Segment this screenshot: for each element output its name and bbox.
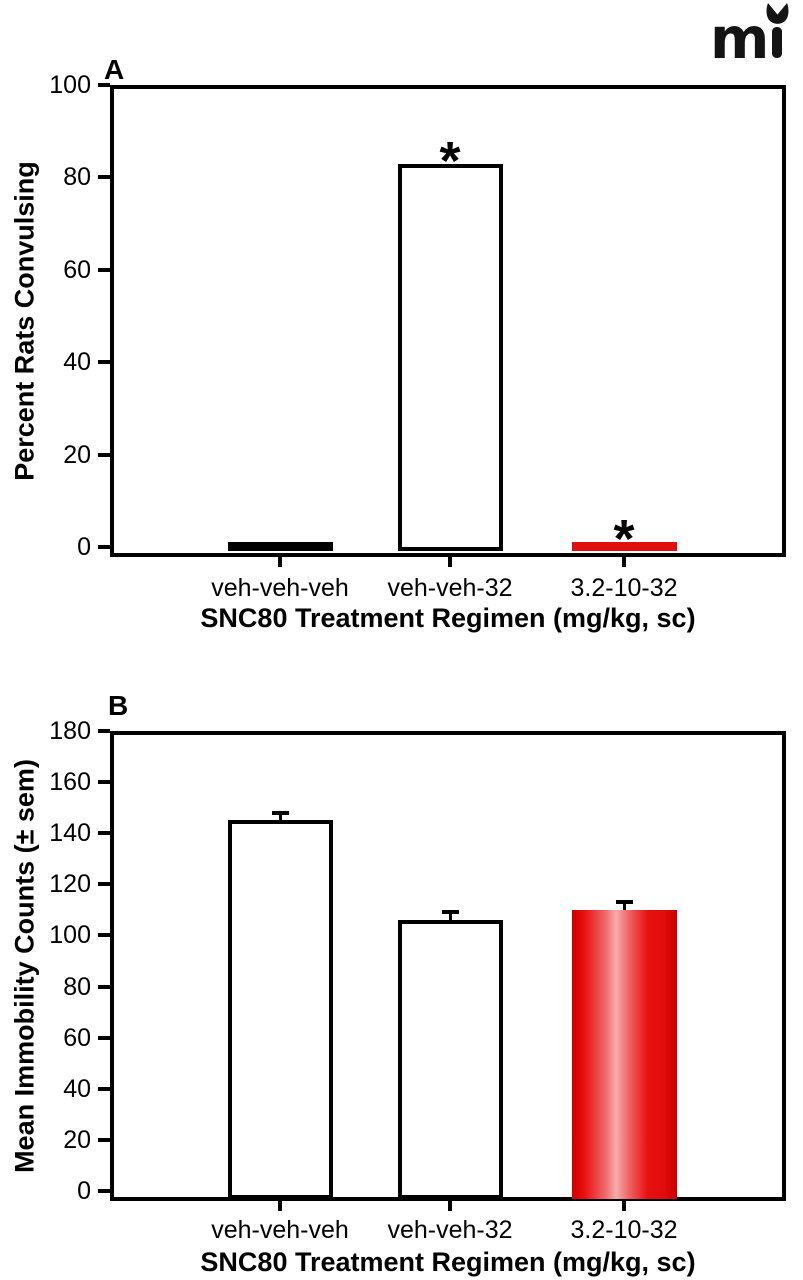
- y-tick-mark: [98, 831, 110, 836]
- y-tick-mark: [98, 545, 110, 549]
- bar-3.2-10-32: [571, 910, 677, 1199]
- y-tick-label: 80: [63, 163, 91, 192]
- x-tick-mark: [278, 1201, 282, 1211]
- y-tick-label: 120: [49, 870, 91, 899]
- x-tick-mark: [278, 557, 282, 567]
- y-tick-label: 40: [63, 1074, 91, 1103]
- x-tick-mark: [622, 557, 627, 567]
- y-tick-label: 40: [63, 348, 91, 377]
- y-tick-mark: [98, 83, 110, 87]
- x-tick-mark: [448, 1201, 453, 1211]
- panel-b-x-axis-title: SNC80 Treatment Regimen (mg/kg, sc): [200, 1247, 696, 1277]
- y-tick-label: 80: [63, 972, 91, 1001]
- bar-veh-veh-32: [397, 164, 503, 551]
- category-label: veh-veh-32: [387, 1216, 513, 1244]
- bar-3.2-10-32: [571, 542, 677, 551]
- category-label: veh-veh-veh: [211, 1216, 349, 1244]
- panel-b-label: B: [108, 690, 129, 721]
- y-tick-label: 180: [49, 717, 91, 745]
- journal-logo: m: [708, 2, 803, 72]
- y-tick-label: 100: [49, 71, 91, 99]
- error-bar-stem: [278, 813, 282, 820]
- y-tick-label: 0: [77, 533, 91, 561]
- error-bar-stem: [448, 912, 452, 920]
- panel-a-label: A: [104, 54, 125, 85]
- y-tick-mark: [98, 175, 110, 180]
- crown-icon: [766, 3, 789, 24]
- y-tick-mark: [98, 933, 110, 938]
- bar-veh-veh-veh: [227, 542, 333, 551]
- y-tick-label: 60: [63, 255, 91, 284]
- y-tick-mark: [98, 882, 110, 887]
- panel-b-plot-area: [110, 731, 786, 1201]
- y-tick-mark: [98, 1035, 110, 1040]
- y-tick-label: 0: [77, 1177, 91, 1205]
- bar-veh-veh-32: [397, 920, 503, 1199]
- y-tick-label: 20: [63, 440, 91, 469]
- logo-letter-m: m: [710, 6, 767, 66]
- x-tick-mark: [622, 1201, 627, 1211]
- y-tick-label: 100: [49, 921, 91, 950]
- y-tick-mark: [98, 780, 110, 785]
- y-tick-mark: [98, 360, 110, 365]
- x-tick-mark: [448, 557, 453, 567]
- y-tick-mark: [98, 1137, 110, 1142]
- logo-letter-i-stem: [772, 27, 782, 58]
- panel-a-plot-area: [110, 85, 786, 557]
- category-label: 3.2-10-32: [570, 574, 678, 602]
- category-label: veh-veh-veh: [211, 574, 349, 602]
- y-tick-mark: [98, 1189, 110, 1193]
- significance-asterisk: *: [613, 509, 635, 569]
- error-bar-cap: [615, 900, 633, 904]
- y-tick-mark: [98, 729, 110, 733]
- category-label: 3.2-10-32: [570, 1216, 678, 1244]
- y-tick-label: 160: [49, 768, 91, 797]
- y-tick-mark: [98, 1086, 110, 1091]
- y-tick-mark: [98, 267, 110, 272]
- y-tick-label: 60: [63, 1023, 91, 1052]
- y-tick-mark: [98, 984, 110, 989]
- significance-asterisk: *: [439, 131, 461, 191]
- category-label: veh-veh-32: [387, 574, 513, 602]
- error-bar-cap: [271, 811, 289, 815]
- y-tick-label: 140: [49, 819, 91, 848]
- panel-a-x-axis-title: SNC80 Treatment Regimen (mg/kg, sc): [200, 603, 696, 633]
- bar-veh-veh-veh: [227, 820, 333, 1199]
- error-bar-cap: [441, 910, 459, 914]
- y-tick-label: 20: [63, 1125, 91, 1154]
- journal-logo-graphic: m: [710, 3, 789, 72]
- y-tick-mark: [98, 452, 110, 457]
- error-bar-stem: [622, 902, 626, 910]
